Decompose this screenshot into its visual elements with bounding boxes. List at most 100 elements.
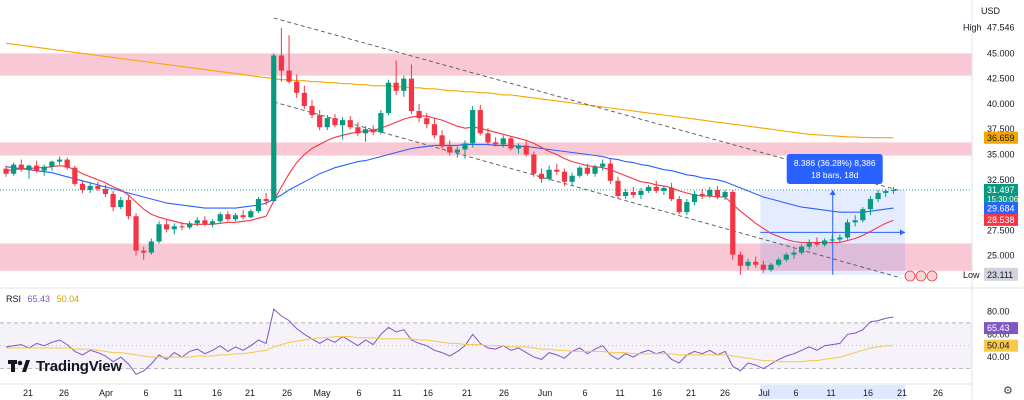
candle-68[interactable] (523, 140, 529, 157)
candle-23[interactable] (179, 222, 185, 231)
candle-65[interactable] (500, 135, 506, 148)
event-flag-icon-2[interactable] (926, 270, 938, 282)
candle-92[interactable] (707, 186, 713, 199)
candle-87[interactable] (668, 182, 675, 202)
candle-32[interactable] (248, 209, 254, 219)
candle-26[interactable] (202, 216, 208, 227)
candle-4[interactable] (34, 160, 40, 173)
candle-6[interactable] (49, 160, 55, 171)
candle-25[interactable] (194, 217, 200, 227)
candle-96[interactable] (737, 251, 743, 275)
candle-8[interactable] (64, 157, 70, 170)
candle-90[interactable] (691, 190, 698, 206)
candle-105[interactable] (806, 239, 812, 250)
candle-12[interactable] (95, 181, 101, 191)
candle-91[interactable] (699, 188, 705, 200)
candle-52[interactable] (401, 75, 407, 97)
candle-75[interactable] (577, 165, 583, 178)
candle-20[interactable] (156, 221, 162, 244)
candle-73[interactable] (561, 168, 568, 186)
candle-115[interactable] (883, 188, 889, 198)
candle-70[interactable] (538, 168, 545, 183)
candle-76[interactable] (584, 163, 590, 176)
candle-103[interactable] (791, 249, 797, 259)
candle-54[interactable] (416, 103, 422, 123)
candle-106[interactable] (814, 237, 820, 247)
candle-40[interactable] (309, 99, 315, 119)
candle-95[interactable] (730, 189, 736, 260)
candle-58[interactable] (447, 140, 453, 156)
candle-2[interactable] (18, 159, 24, 172)
candle-13[interactable] (102, 184, 109, 198)
candle-18[interactable] (141, 246, 147, 260)
tradingview-logo[interactable]: TradingView (8, 358, 122, 375)
candle-63[interactable] (485, 128, 491, 146)
candle-45[interactable] (347, 116, 353, 130)
candle-88[interactable] (676, 195, 682, 215)
candle-77[interactable] (592, 164, 598, 177)
candle-104[interactable] (799, 244, 805, 255)
candle-42[interactable] (324, 115, 330, 131)
candle-17[interactable] (133, 213, 139, 256)
candle-36[interactable] (278, 28, 284, 82)
candle-49[interactable] (378, 110, 384, 135)
candle-116[interactable] (890, 186, 896, 194)
candle-1[interactable] (11, 162, 17, 176)
candle-50[interactable] (385, 79, 392, 116)
candle-71[interactable] (546, 165, 552, 181)
candle-86[interactable] (661, 185, 667, 195)
candle-51[interactable] (393, 60, 399, 95)
candle-78[interactable] (600, 159, 606, 171)
candle-0[interactable] (3, 165, 9, 177)
candle-64[interactable] (493, 137, 499, 147)
candle-100[interactable] (768, 262, 774, 272)
candle-9[interactable] (72, 165, 78, 186)
currency-button[interactable]: USD (981, 6, 1001, 16)
candle-80[interactable] (615, 176, 621, 200)
candle-114[interactable] (875, 189, 881, 203)
candle-30[interactable] (232, 213, 239, 222)
candle-35[interactable] (271, 53, 277, 203)
candle-14[interactable] (110, 190, 116, 212)
candle-69[interactable] (531, 151, 537, 177)
candle-53[interactable] (408, 64, 415, 115)
candle-19[interactable] (148, 238, 154, 255)
candle-28[interactable] (217, 212, 223, 224)
candle-31[interactable] (240, 210, 246, 220)
event-flag-icon-1[interactable] (915, 270, 927, 282)
candle-67[interactable] (515, 143, 522, 154)
candle-34[interactable] (263, 192, 269, 206)
candle-59[interactable] (454, 146, 460, 158)
candle-62[interactable] (477, 104, 483, 136)
candle-55[interactable] (424, 113, 430, 129)
candle-84[interactable] (646, 184, 652, 193)
candle-112[interactable] (860, 207, 866, 223)
candle-99[interactable] (760, 260, 766, 273)
candle-81[interactable] (623, 188, 629, 200)
candle-107[interactable] (821, 238, 828, 247)
candle-43[interactable] (332, 114, 338, 128)
candle-111[interactable] (852, 215, 858, 227)
candle-109[interactable] (837, 234, 843, 243)
candle-38[interactable] (294, 74, 300, 98)
settings-gear-icon[interactable]: ⚙ (1003, 385, 1013, 397)
candle-82[interactable] (630, 186, 636, 199)
candle-39[interactable] (301, 85, 307, 110)
candle-7[interactable] (56, 156, 63, 165)
candle-3[interactable] (26, 164, 32, 179)
candle-98[interactable] (753, 256, 759, 268)
candle-24[interactable] (187, 221, 193, 230)
candle-47[interactable] (362, 126, 369, 142)
candle-41[interactable] (317, 110, 323, 131)
candle-29[interactable] (225, 211, 231, 222)
candle-44[interactable] (340, 117, 346, 140)
candle-21[interactable] (164, 219, 170, 233)
candle-46[interactable] (355, 122, 361, 137)
candle-56[interactable] (431, 118, 437, 139)
candle-10[interactable] (79, 180, 86, 193)
candle-16[interactable] (125, 195, 131, 220)
candle-61[interactable] (470, 105, 476, 148)
candle-5[interactable] (41, 164, 47, 176)
candle-93[interactable] (714, 185, 721, 200)
